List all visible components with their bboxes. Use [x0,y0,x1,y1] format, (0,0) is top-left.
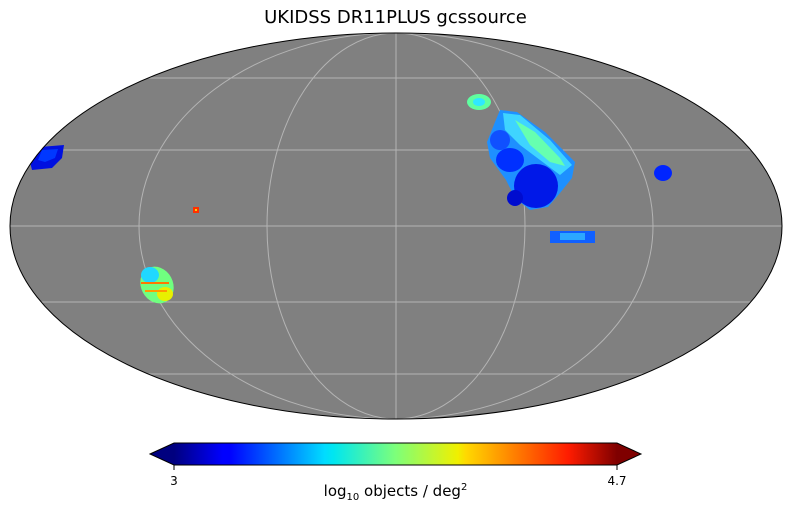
colorbar-min-extend [150,443,174,465]
colorbar-label-mid: objects / deg [359,482,461,500]
footprint-patch [507,190,523,206]
footprint-patch [473,98,485,106]
graticule-meridian-ellipse [266,33,526,419]
colorbar-label-sup: 2 [460,482,468,493]
map-outline [9,32,783,420]
colorbar-min-label: 3 [170,474,178,488]
colorbar-label: log10 objects / deg2 [0,482,791,503]
footprint-patch [560,233,585,240]
footprint-patch [141,267,159,283]
colorbar-gradient [174,443,617,465]
graticule-meridian-ellipse [138,33,654,419]
colorbar-label-sub: 10 [346,492,360,503]
footprint-patch [141,282,169,284]
footprint-patch [157,287,173,301]
footprint-patch [195,209,197,211]
colorbar-max-label: 4.7 [607,474,627,488]
map-title: UKIDSS DR11PLUS gcssource [264,7,527,28]
colorbar-label-prefix: log [323,482,347,500]
colorbar [148,442,643,470]
footprint-patch [654,165,672,181]
footprint-patch [496,148,524,172]
colorbar-max-extend [617,443,641,465]
footprint-patch [515,120,565,166]
footprint-patch [490,130,510,150]
footprint-patch [145,290,167,292]
survey-footprints [30,94,672,304]
footprint-patch [38,149,58,162]
footprint-patch [514,164,558,208]
